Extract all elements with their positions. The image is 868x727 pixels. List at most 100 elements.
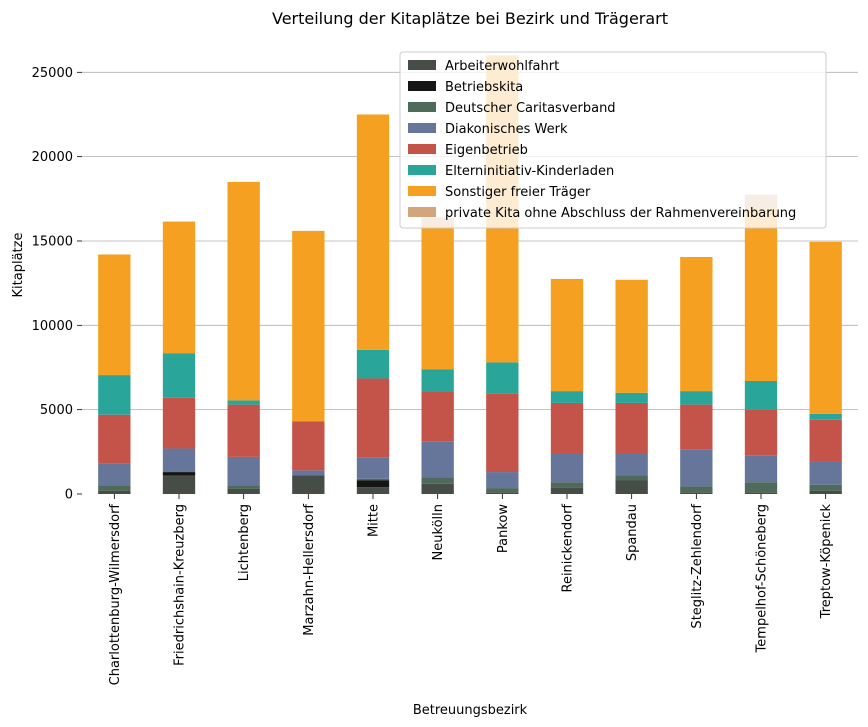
bar-segment	[486, 472, 519, 489]
legend-swatch	[408, 207, 436, 217]
bar-segment	[680, 257, 713, 392]
legend-swatch	[408, 165, 436, 175]
x-tick-label: Treptow-Köpenick	[819, 504, 834, 620]
legend-swatch	[408, 81, 436, 91]
legend-label: Eigenbetrieb	[445, 143, 528, 158]
bar-segment	[680, 391, 713, 405]
y-tick-label: 5000	[40, 403, 73, 418]
y-tick-label: 10000	[32, 319, 73, 334]
legend-label: Diakonisches Werk	[445, 122, 568, 137]
bar-segment	[809, 490, 842, 494]
y-axis-label: Kitaplätze	[11, 233, 26, 298]
bar-segment	[356, 478, 390, 481]
bar-segment	[486, 393, 519, 473]
bar-segment	[680, 486, 713, 493]
bar-segment	[356, 487, 390, 494]
bar-segment	[98, 463, 131, 486]
bar-segment	[615, 402, 648, 454]
bar-segment	[486, 362, 519, 394]
bar-segment	[550, 453, 584, 483]
bar-segment	[615, 480, 648, 494]
bar-segment	[615, 279, 648, 393]
bar-segment	[421, 224, 454, 370]
bar-segment	[227, 400, 260, 405]
x-tick-label: Spandau	[625, 504, 640, 561]
bar-segment	[162, 221, 196, 354]
legend-label: Betriebskita	[445, 80, 523, 95]
bar-segment	[744, 492, 778, 494]
bar-segment	[356, 378, 390, 458]
bar-segment	[550, 278, 584, 392]
bar-segment	[550, 391, 584, 403]
bar-segment	[615, 392, 648, 403]
bar-segment	[486, 492, 519, 494]
x-tick-label: Mitte	[367, 504, 382, 537]
bar-segment	[98, 485, 131, 491]
bar-segment	[809, 484, 842, 491]
legend-box	[399, 51, 827, 229]
x-axis: Charlottenburg-Wilmersdorf Friedrichshain…	[108, 494, 834, 685]
bar-segment	[809, 419, 842, 462]
bar-segment	[162, 471, 196, 473]
bar-segment	[227, 404, 260, 457]
bar-segment	[421, 391, 454, 442]
x-tick-label: Charlottenburg-Wilmersdorf	[108, 504, 123, 686]
legend-swatch	[408, 60, 436, 70]
legend-swatch	[408, 144, 436, 154]
bar-segment	[292, 470, 325, 476]
chart-title: Verteilung der Kitaplätze bei Bezirk und…	[272, 9, 668, 28]
x-tick-label: Neukölln	[431, 504, 446, 560]
bar-segment	[227, 456, 260, 486]
bar-segment	[98, 414, 131, 464]
bar-segment	[292, 475, 325, 494]
y-tick-label: 0	[65, 488, 73, 503]
bar-segment	[550, 482, 584, 488]
legend-swatch	[408, 123, 436, 133]
bar-segment	[162, 475, 196, 494]
bar-segment	[356, 457, 390, 479]
bar-segment	[744, 482, 778, 493]
bar-segment	[421, 477, 454, 484]
y-tick-label: 15000	[32, 234, 73, 249]
bar-segment	[421, 369, 454, 392]
bar-segment	[292, 230, 325, 422]
bar-segment	[809, 461, 842, 485]
legend: Arbeiterwohlfahrt Betriebskita Deutscher C…	[399, 51, 827, 229]
bar-segment	[356, 349, 390, 379]
bar-segment	[227, 488, 260, 494]
x-axis-label: Betreuungsbezirk	[413, 703, 528, 718]
y-tick-label: 25000	[32, 66, 73, 81]
bar-segment	[615, 453, 648, 476]
bar-segment	[744, 455, 778, 483]
legend-swatch	[408, 102, 436, 112]
bar-segment	[162, 353, 196, 398]
bar-segment	[809, 413, 842, 420]
bar-segment	[98, 375, 131, 415]
legend-label: Sonstiger freier Träger	[445, 185, 591, 200]
bar-segment	[356, 114, 390, 350]
x-tick-label: Lichtenberg	[237, 504, 252, 581]
bar-segment	[680, 492, 713, 494]
x-tick-label: Marzahn-Hellersdorf	[302, 504, 317, 636]
bar-segment	[744, 409, 778, 456]
bars-layer	[98, 55, 842, 494]
legend-label: private Kita ohne Abschluss der Rahmenve…	[445, 206, 796, 221]
bar-segment	[98, 490, 131, 494]
x-tick-label: Pankow	[496, 504, 511, 553]
bar-segment	[98, 254, 131, 376]
x-tick-label: Steglitz-Zehlendorf	[690, 504, 705, 629]
bar-segment	[486, 488, 519, 493]
y-axis: 0 5000 10000 15000 20000 25000	[32, 66, 82, 503]
bar-segment	[162, 448, 196, 472]
x-tick-label: Tempelhof-Schöneberg	[755, 504, 770, 653]
y-tick-label: 20000	[32, 150, 73, 165]
x-tick-label: Reinickendorf	[561, 504, 576, 593]
bar-segment	[162, 472, 196, 476]
bar-segment	[421, 483, 454, 494]
bar-segment	[550, 487, 584, 494]
legend-label: Arbeiterwohlfahrt	[445, 59, 559, 74]
bar-segment	[227, 485, 260, 489]
bar-segment	[809, 241, 842, 414]
